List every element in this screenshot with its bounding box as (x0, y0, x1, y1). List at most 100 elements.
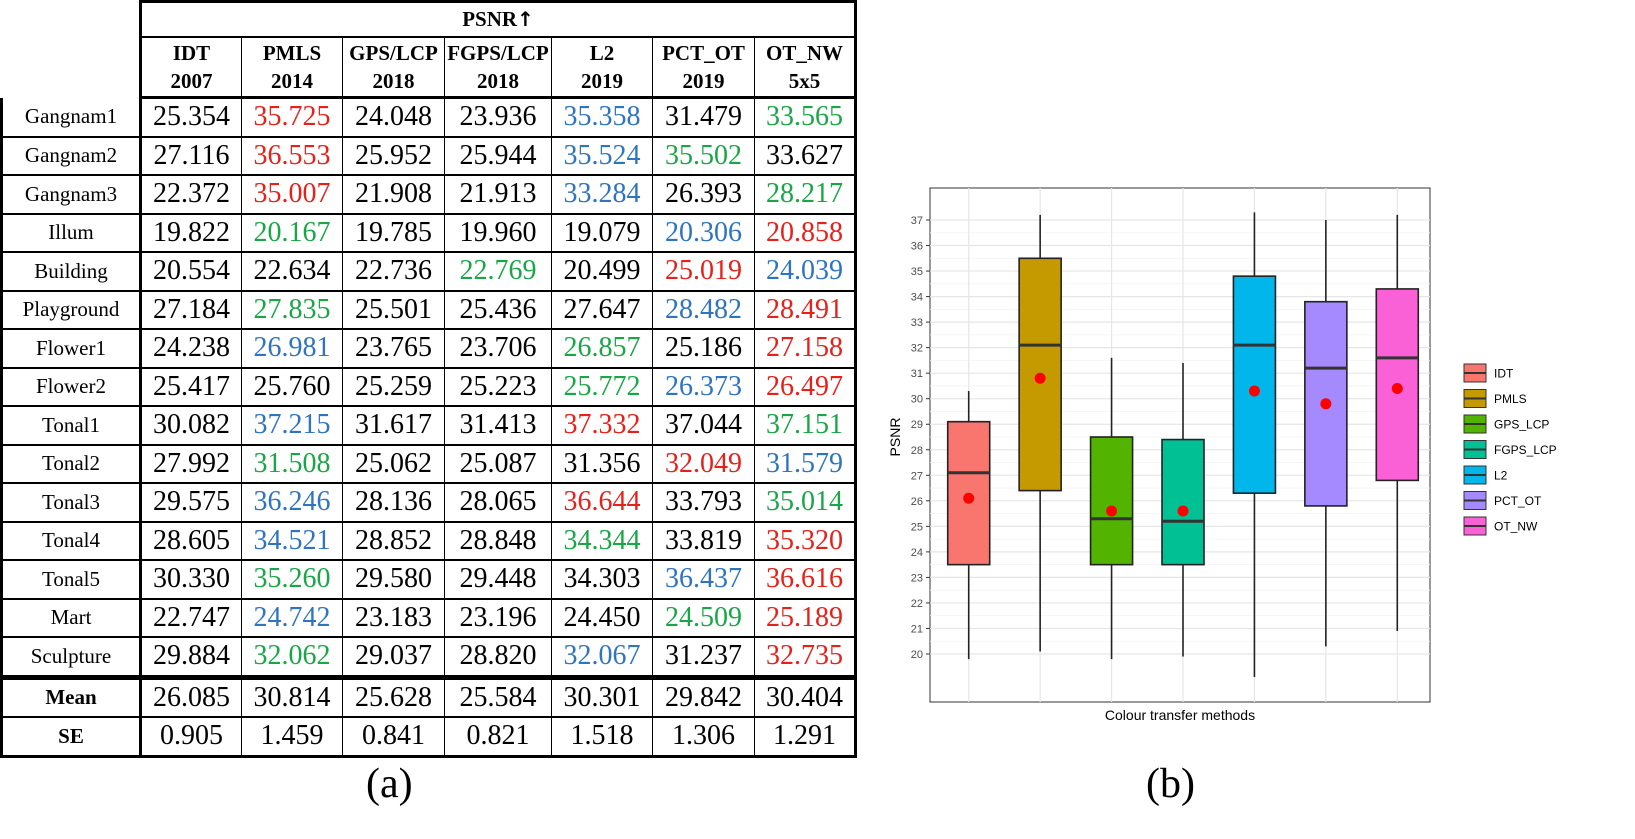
table-body: Gangnam1 25.354 35.725 24.048 23.936 35.358 31… (0, 97, 857, 758)
table-cell: 29.575 (139, 483, 242, 523)
table-cell: 25.062 (342, 444, 445, 484)
table-cell: 37.151 (754, 406, 857, 446)
table-cell: 31.508 (241, 444, 343, 484)
row-label: Building (0, 252, 142, 292)
row-label: Tonal4 (0, 521, 142, 561)
table-cell: 35.320 (754, 521, 857, 561)
table-cell: 36.437 (652, 560, 755, 600)
table-row: Gangnam3 22.372 35.007 21.908 21.913 33.284 26… (0, 175, 857, 215)
legend-label: OT_NW (1494, 520, 1538, 534)
mean-marker (1320, 398, 1332, 410)
table-cell: 31.413 (444, 406, 552, 446)
table-cell: 27.184 (139, 290, 242, 330)
table-cell: 27.835 (241, 290, 343, 330)
table-cell: 25.436 (444, 290, 552, 330)
table-cell: 34.521 (241, 521, 343, 561)
table-cell: 25.259 (342, 367, 445, 407)
table-cell: 21.908 (342, 175, 445, 215)
table-cell: 28.482 (652, 290, 755, 330)
table-row: Tonal2 27.992 31.508 25.062 25.087 31.356 32.0… (0, 444, 857, 484)
y-tick-label: 25 (911, 521, 923, 533)
mean-marker (963, 492, 975, 504)
table-cell: 24.509 (652, 598, 755, 638)
table-cell: 25.019 (652, 252, 755, 292)
table-cell: 25.952 (342, 136, 445, 176)
table-cell: 30.330 (139, 560, 242, 600)
table-cell: 36.246 (241, 483, 343, 523)
table-row: Flower1 24.238 26.981 23.765 23.706 26.857 25.… (0, 329, 857, 369)
table-row: Tonal3 29.575 36.246 28.136 28.065 36.644 33.7… (0, 483, 857, 523)
table-cell: 37.332 (551, 406, 653, 446)
table-cell: 33.627 (754, 136, 857, 176)
legend-label: FGPS_LCP (1494, 443, 1557, 457)
table-row: Flower2 25.417 25.760 25.259 25.223 25.772 26.… (0, 367, 857, 407)
mean-marker (1177, 505, 1189, 517)
y-axis-label: PSNR (887, 418, 903, 457)
y-tick-label: 23 (911, 572, 923, 584)
table-cell: 31.479 (652, 97, 755, 138)
table-cell: 36.616 (754, 560, 857, 600)
table-cell: 24.450 (551, 598, 653, 638)
table-cell: 23.936 (444, 97, 552, 138)
table-cell: 26.085 (139, 674, 242, 718)
table-cell: 37.215 (241, 406, 343, 446)
method-header-row: IDT 2007 PMLS 2014 GPS/LCP 2018 FGPS/LCP 2018 L2… (2, 37, 857, 99)
table-cell: 30.814 (241, 674, 343, 718)
table-cell: 24.039 (754, 252, 857, 292)
table-row: Playground 27.184 27.835 25.501 25.436 27.647… (0, 290, 857, 330)
table-cell: 20.554 (139, 252, 242, 292)
table-cell: 28.136 (342, 483, 445, 523)
table-cell: 36.553 (241, 136, 343, 176)
table-cell: 25.628 (342, 674, 445, 718)
table-row: Mart 22.747 24.742 23.183 23.196 24.450 24.509… (0, 598, 857, 638)
row-label: Flower2 (0, 367, 142, 407)
table-cell: 23.196 (444, 598, 552, 638)
legend-label: GPS_LCP (1494, 418, 1549, 432)
row-label: Tonal3 (0, 483, 142, 523)
table-cell: 21.913 (444, 175, 552, 215)
y-tick-label: 33 (911, 317, 923, 329)
table-cell: 28.605 (139, 521, 242, 561)
table-cell: 23.765 (342, 329, 445, 369)
y-tick-label: 37 (911, 215, 923, 227)
table-cell: 29.580 (342, 560, 445, 600)
table-cell: 27.647 (551, 290, 653, 330)
y-tick-label: 36 (911, 241, 923, 253)
table-cell: 20.499 (551, 252, 653, 292)
table-row: Illum 19.822 20.167 19.785 19.960 19.079 20.30… (0, 213, 857, 253)
row-label: Gangnam2 (0, 136, 142, 176)
psnr-boxplot-chart: 20 21 22 23 24 25 26 27 28 29 30 31 32 33 34 35 36 37 Colo… (887, 187, 1557, 723)
row-label: Illum (0, 213, 142, 253)
table-cell: 25.944 (444, 136, 552, 176)
table-cell: 0.841 (342, 717, 445, 758)
psnr-table: PSNR↑ IDT 2007 PMLS 2014 GPS/LCP 2018 FGPS/LCP… (0, 0, 857, 758)
table-cell: 20.167 (241, 213, 343, 253)
method-year: 2018 (372, 69, 415, 93)
table-cell: 25.223 (444, 367, 552, 407)
table-cell: 28.065 (444, 483, 552, 523)
method-header: IDT 2007 (139, 37, 242, 99)
table-cell: 34.344 (551, 521, 653, 561)
table-cell: 31.617 (342, 406, 445, 446)
table-cell: 22.747 (139, 598, 242, 638)
table-cell: 29.842 (652, 674, 755, 718)
method-year: 2018 (477, 69, 519, 93)
method-year: 2014 (271, 69, 313, 93)
y-tick-label: 32 (911, 343, 923, 355)
table-cell: 26.393 (652, 175, 755, 215)
method-name: IDT (172, 41, 211, 65)
table-cell: 25.760 (241, 367, 343, 407)
row-label: Mart (0, 598, 142, 638)
table-cell: 31.579 (754, 444, 857, 484)
method-name: GPS/LCP (349, 41, 438, 65)
method-header: OT_NW 5x5 (754, 37, 857, 99)
table-cell: 1.291 (754, 717, 857, 758)
table-cell: 33.565 (754, 97, 857, 138)
table-cell: 35.358 (551, 97, 653, 138)
table-cell: 32.062 (241, 637, 343, 678)
table-cell: 32.067 (551, 637, 653, 678)
table-cell: 28.491 (754, 290, 857, 330)
y-tick-label: 24 (911, 547, 923, 559)
method-header: GPS/LCP 2018 (342, 37, 445, 99)
table-cell: 22.736 (342, 252, 445, 292)
